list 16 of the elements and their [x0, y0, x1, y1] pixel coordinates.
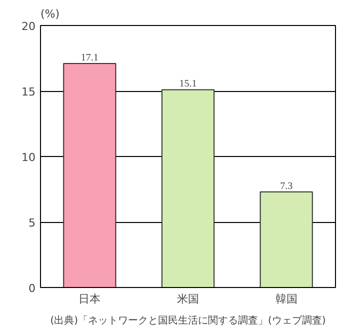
bar — [260, 191, 313, 288]
y-axis-title: (%) — [40, 8, 60, 20]
y-tick-label: 0 — [28, 282, 36, 295]
y-tick-label: 10 — [22, 151, 36, 164]
text: (出典)「ネットワークと国民生活に関する調査」(ウェブ調査) — [50, 314, 326, 326]
y-tick-label: 5 — [28, 216, 36, 230]
x-tick-label: 米国 — [177, 292, 199, 306]
bar — [161, 89, 215, 288]
data-label: 7.3 — [280, 180, 293, 192]
data-label: 15.1 — [179, 78, 197, 90]
y-tick-label: 15 — [22, 86, 36, 98]
x-tick-label: 韓国 — [275, 292, 298, 306]
x-tick-label: 日本 — [78, 292, 101, 306]
data-label: 17.1 — [80, 52, 98, 64]
bar — [63, 62, 116, 288]
y-tick-label: 20 — [22, 20, 36, 33]
